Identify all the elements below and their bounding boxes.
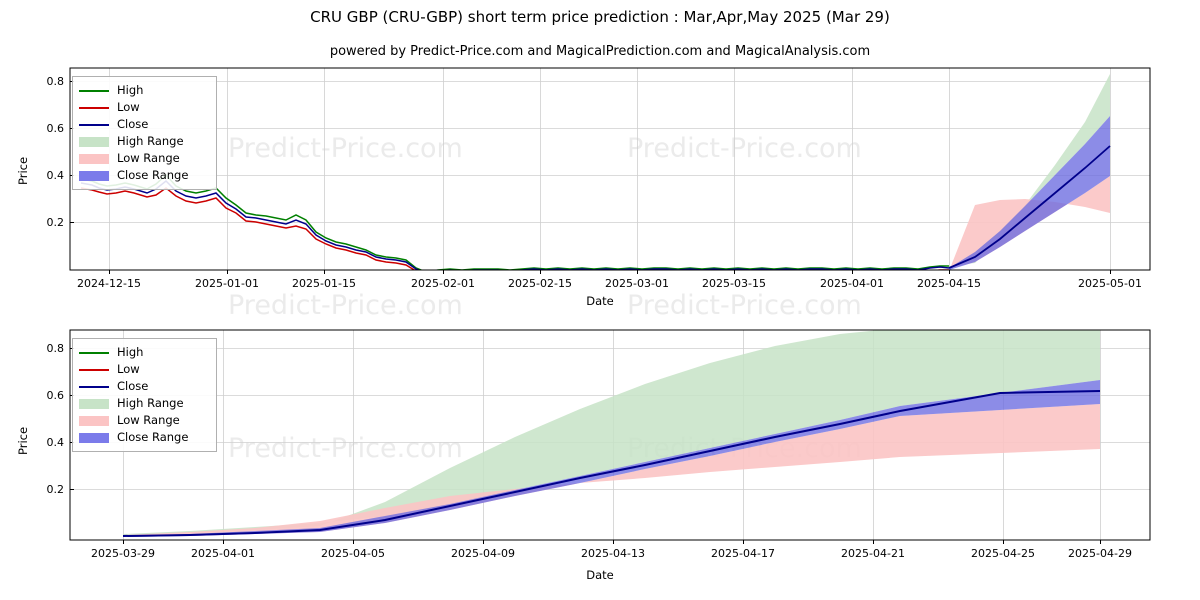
bottom-chart-panel: Predict-Price.com Predict-Price.com [0, 310, 1200, 600]
legend-label-high-range: High Range [117, 396, 184, 410]
bottom-xaxis-label: Date [586, 568, 614, 582]
top-ytick-1: 0.4 [46, 169, 65, 182]
top-low-line [80, 187, 949, 270]
bottom-ytick-0: 0.2 [46, 483, 65, 496]
bottom-xtick-5: 2025-04-17 [711, 547, 775, 560]
page-title: CRU GBP (CRU-GBP) short term price predi… [310, 8, 890, 26]
top-close-range-band [949, 116, 1110, 270]
legend-key-high-line [79, 85, 109, 96]
legend-key-low-line [79, 102, 109, 113]
bottom-xtick-1: 2025-04-01 [191, 547, 255, 560]
legend-item-close-range: Close Range [79, 167, 208, 184]
bottom-legend: High Low Close High Range Low Range Clos… [72, 338, 217, 452]
bottom-close-range-band [123, 380, 1100, 537]
legend-label-close-range: Close Range [117, 168, 189, 182]
legend-label-low-range: Low Range [117, 413, 180, 427]
bottom-xtick-8: 2025-04-29 [1068, 547, 1132, 560]
bottom-ytick-1: 0.4 [46, 436, 65, 449]
top-xtick-7: 2025-04-01 [820, 277, 884, 290]
top-ytick-3: 0.8 [46, 75, 65, 88]
legend-item-close: Close [79, 116, 208, 133]
top-xtick-9: 2025-05-01 [1078, 277, 1142, 290]
bottom-xtick-6: 2025-04-21 [841, 547, 905, 560]
legend-key-high-range-patch [79, 398, 109, 409]
top-ytick-2: 0.6 [46, 122, 65, 135]
top-ytick-0: 0.2 [46, 216, 65, 229]
legend-label-high-range: High Range [117, 134, 184, 148]
legend-key-high-range-patch [79, 136, 109, 147]
legend-label-close: Close [117, 117, 149, 131]
top-legend: High Low Close High Range Low Range Clos… [72, 76, 217, 190]
bottom-ytick-3: 0.8 [46, 342, 65, 355]
bottom-ytick-2: 0.6 [46, 389, 65, 402]
legend-item-high: High [79, 344, 208, 361]
legend-key-close-line [79, 381, 109, 392]
top-chart-panel: Predict-Price.com Predict-Price.com Pred… [16, 67, 1151, 321]
legend-item-high-range: High Range [79, 395, 208, 412]
legend-item-low-range: Low Range [79, 412, 208, 429]
top-xtick-6: 2025-03-15 [702, 277, 766, 290]
legend-label-low: Low [117, 362, 140, 376]
top-high-line [80, 173, 949, 270]
bottom-xtick-0: 2025-03-29 [91, 547, 155, 560]
bottom-low-range-band [123, 404, 1100, 537]
legend-item-low-range: Low Range [79, 150, 208, 167]
legend-item-high: High [79, 82, 208, 99]
legend-item-high-range: High Range [79, 133, 208, 150]
bottom-close-line [122, 390, 1101, 537]
legend-label-high: High [117, 83, 144, 97]
bottom-xtick-7: 2025-04-25 [971, 547, 1035, 560]
bottom-chart-svg [69, 329, 1151, 544]
page-subtitle: powered by Predict-Price.com and Magical… [329, 44, 871, 59]
legend-label-low-range: Low Range [117, 151, 180, 165]
top-xtick-2: 2025-01-15 [292, 277, 356, 290]
top-xtick-8: 2025-04-15 [917, 277, 981, 290]
legend-label-low: Low [117, 100, 140, 114]
legend-item-low: Low [79, 99, 208, 116]
legend-key-close-range-patch [79, 170, 109, 181]
top-close-line [80, 179, 950, 270]
bottom-yaxis-label: Price [16, 426, 30, 455]
top-xaxis-label: Date [586, 294, 614, 308]
legend-key-high-line [79, 347, 109, 358]
top-xtick-1: 2025-01-01 [195, 277, 259, 290]
legend-key-low-range-patch [79, 415, 109, 426]
top-xtick-0: 2024-12-15 [77, 277, 141, 290]
top-xtick-4: 2025-02-15 [508, 277, 572, 290]
top-xtick-3: 2025-02-01 [411, 277, 475, 290]
legend-key-close-range-patch [79, 432, 109, 443]
bottom-xtick-3: 2025-04-09 [451, 547, 515, 560]
legend-key-low-line [79, 364, 109, 375]
legend-key-low-range-patch [79, 153, 109, 164]
bottom-xtick-4: 2025-04-13 [581, 547, 645, 560]
legend-label-close: Close [117, 379, 149, 393]
top-yaxis-label: Price [16, 156, 30, 185]
legend-item-close-range: Close Range [79, 429, 208, 446]
bottom-high-range-band [123, 330, 1100, 535]
top-xtick-5: 2025-03-01 [605, 277, 669, 290]
bottom-xtick-2: 2025-04-05 [321, 547, 385, 560]
top-forecast-close-line [948, 145, 1111, 269]
legend-item-close: Close [79, 378, 208, 395]
legend-label-close-range: Close Range [117, 430, 189, 444]
legend-item-low: Low [79, 361, 208, 378]
legend-label-high: High [117, 345, 144, 359]
top-chart-svg [69, 67, 1151, 274]
legend-key-close-line [79, 119, 109, 130]
